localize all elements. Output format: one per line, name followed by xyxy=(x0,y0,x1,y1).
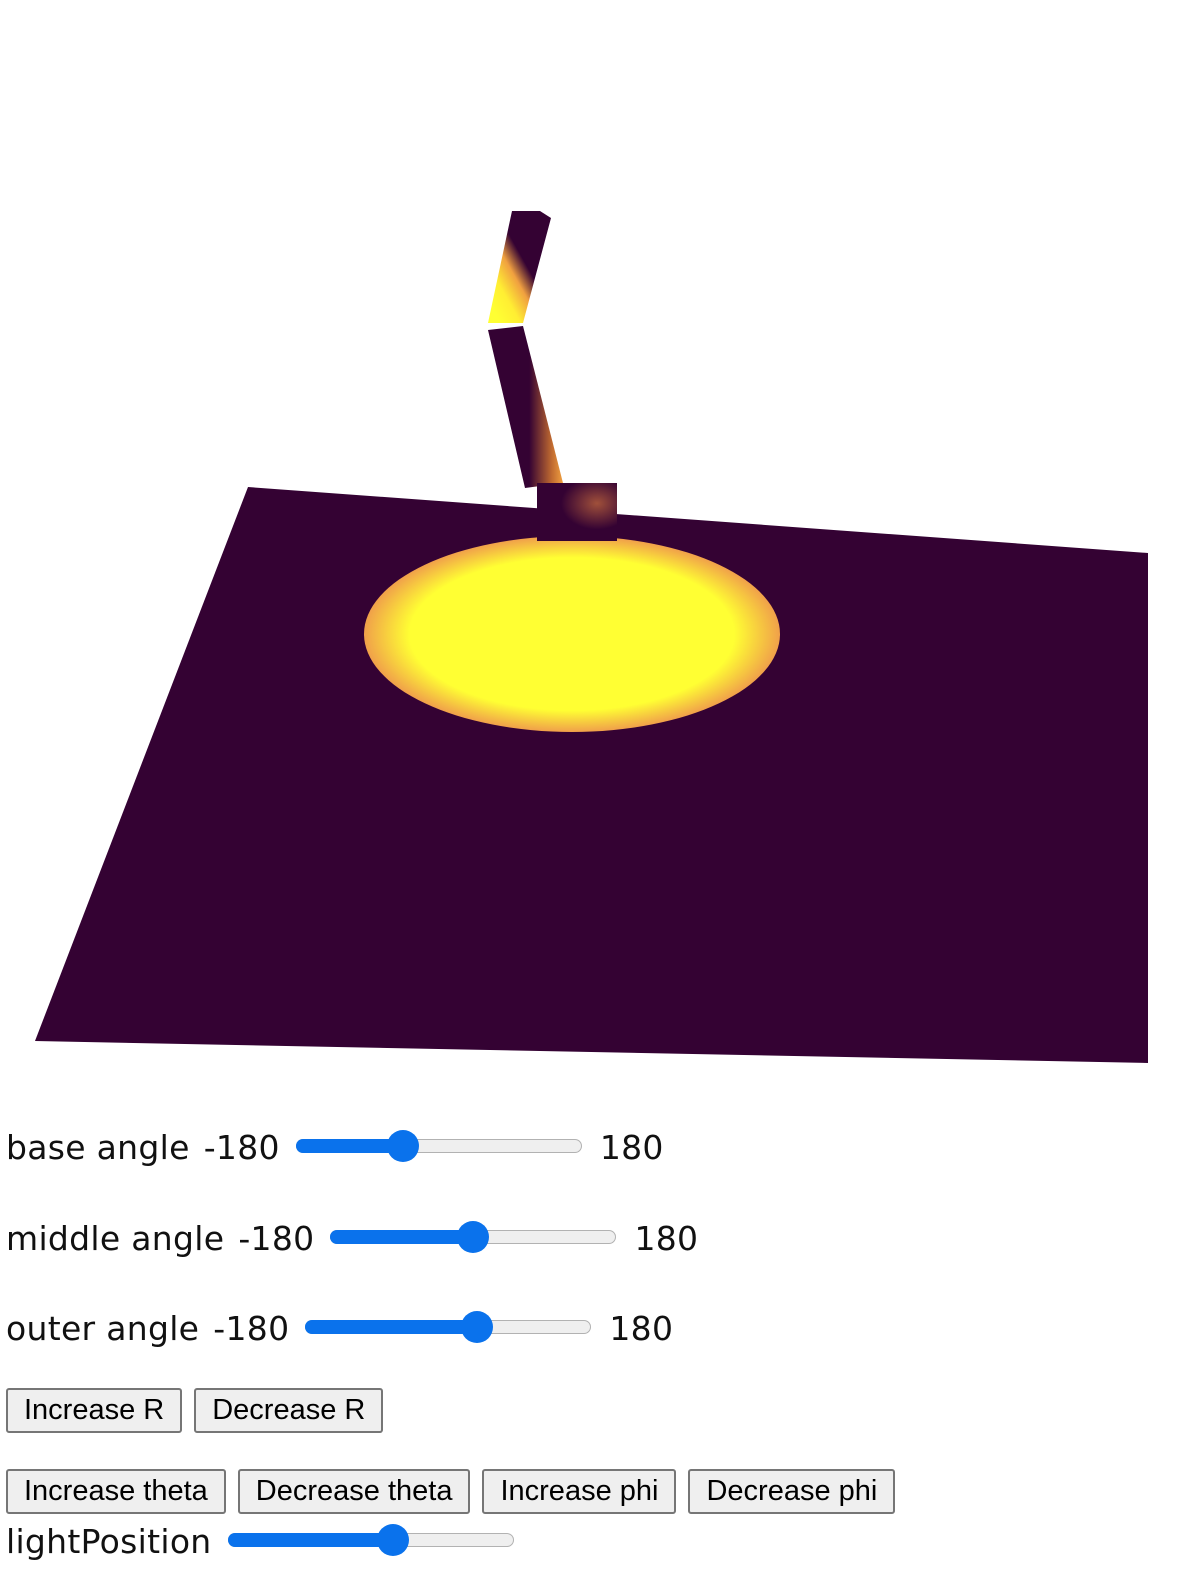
lamp-upper-arm xyxy=(488,211,551,323)
middle-angle-max-label: 180 xyxy=(634,1219,699,1258)
radius-button-row: Increase R Decrease R xyxy=(6,1388,395,1433)
middle-angle-label: middle angle xyxy=(6,1219,225,1258)
middle-angle-min-label: -180 xyxy=(238,1219,315,1258)
increase-r-button[interactable]: Increase R xyxy=(6,1388,183,1433)
light-position-row: lightPosition xyxy=(6,1522,514,1561)
base-angle-row: base angle -180 180 xyxy=(6,1128,664,1167)
outer-angle-row: outer angle -180 180 xyxy=(6,1309,673,1348)
base-angle-min-label: -180 xyxy=(203,1128,280,1167)
floor-plane xyxy=(35,487,1148,1063)
outer-angle-min-label: -180 xyxy=(213,1309,290,1348)
slider-thumb[interactable] xyxy=(387,1129,420,1162)
base-angle-max-label: 180 xyxy=(599,1128,664,1167)
slider-thumb[interactable] xyxy=(377,1523,410,1556)
outer-angle-label: outer angle xyxy=(6,1309,200,1348)
base-angle-label: base angle xyxy=(6,1128,190,1167)
slider-fill xyxy=(305,1319,477,1334)
decrease-theta-button[interactable]: Decrease theta xyxy=(237,1469,471,1514)
light-position-label: lightPosition xyxy=(6,1522,212,1561)
outer-angle-slider[interactable] xyxy=(305,1310,592,1346)
webgl-canvas xyxy=(35,211,1148,1063)
increase-phi-button[interactable]: Increase phi xyxy=(482,1469,677,1514)
slider-fill xyxy=(227,1532,394,1547)
spotlight-pool xyxy=(364,536,780,732)
middle-angle-slider[interactable] xyxy=(330,1220,617,1256)
increase-theta-button[interactable]: Increase theta xyxy=(6,1469,226,1514)
middle-angle-row: middle angle -180 180 xyxy=(6,1219,698,1258)
outer-angle-max-label: 180 xyxy=(609,1309,674,1348)
slider-fill xyxy=(330,1229,474,1244)
decrease-phi-button[interactable]: Decrease phi xyxy=(688,1469,896,1514)
lamp-base xyxy=(537,483,617,541)
angle-button-row: Increase theta Decrease theta Increase p… xyxy=(6,1469,907,1514)
slider-thumb[interactable] xyxy=(460,1310,493,1343)
light-position-slider[interactable] xyxy=(227,1523,514,1559)
base-angle-slider[interactable] xyxy=(295,1129,582,1165)
decrease-r-button[interactable]: Decrease R xyxy=(194,1388,384,1433)
slider-fill xyxy=(295,1138,404,1153)
lamp-middle-arm xyxy=(488,326,563,488)
slider-thumb[interactable] xyxy=(457,1220,490,1253)
